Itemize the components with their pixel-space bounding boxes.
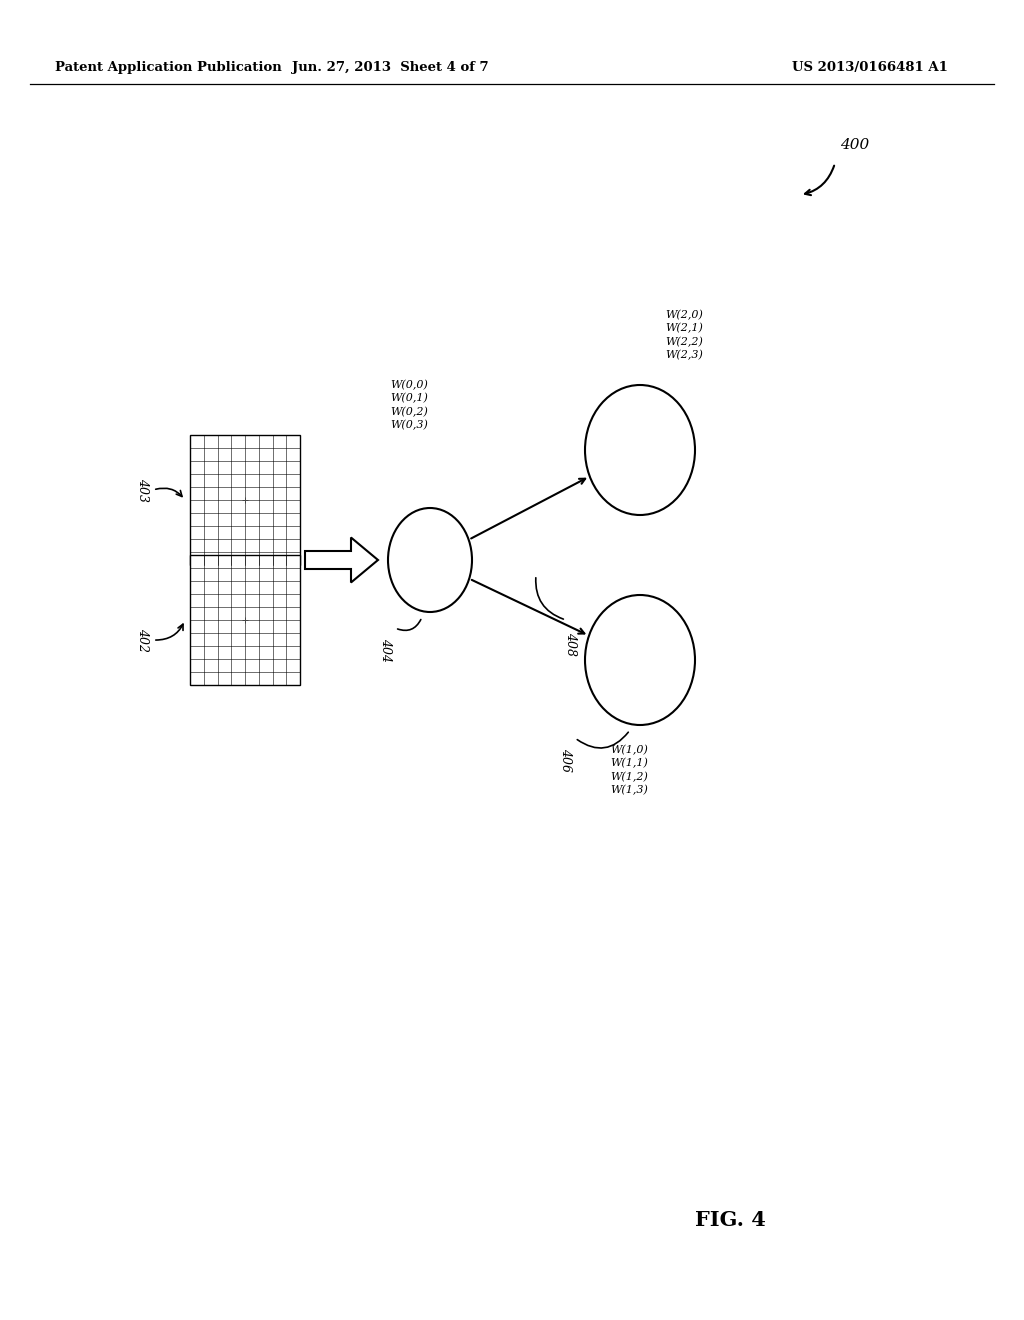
Text: Patent Application Publication: Patent Application Publication (55, 62, 282, 74)
Text: FIG. 4: FIG. 4 (694, 1210, 765, 1230)
Text: 402: 402 (136, 628, 150, 652)
FancyArrow shape (305, 537, 378, 582)
Text: Jun. 27, 2013  Sheet 4 of 7: Jun. 27, 2013 Sheet 4 of 7 (292, 62, 488, 74)
Text: 404: 404 (380, 638, 392, 663)
Text: US 2013/0166481 A1: US 2013/0166481 A1 (792, 62, 948, 74)
Bar (190, 436, 300, 565)
Text: W(0,0)
W(0,1)
W(0,2)
W(0,3): W(0,0) W(0,1) W(0,2) W(0,3) (390, 380, 428, 430)
Ellipse shape (585, 595, 695, 725)
Text: 400: 400 (840, 139, 869, 152)
Ellipse shape (388, 508, 472, 612)
Text: W(1,0)
W(1,1)
W(1,2)
W(1,3): W(1,0) W(1,1) W(1,2) W(1,3) (610, 744, 648, 795)
Text: 406: 406 (559, 748, 572, 772)
Text: 403: 403 (136, 478, 150, 502)
Bar (190, 554, 300, 685)
Text: W(2,0)
W(2,1)
W(2,2)
W(2,3): W(2,0) W(2,1) W(2,2) W(2,3) (665, 310, 702, 360)
Text: 408: 408 (564, 632, 577, 656)
Ellipse shape (585, 385, 695, 515)
